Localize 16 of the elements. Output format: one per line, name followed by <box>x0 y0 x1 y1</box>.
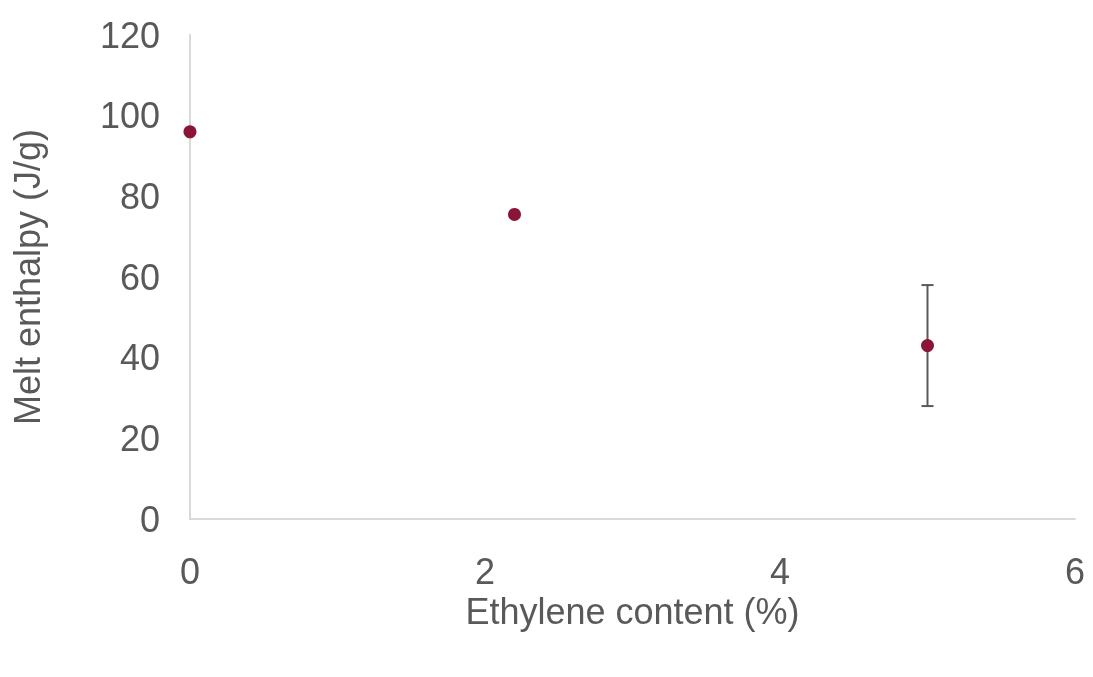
y-tick-label: 100 <box>99 95 160 137</box>
point <box>183 125 197 139</box>
y-axis-title: Melt enthalpy (J/g) <box>6 128 48 426</box>
y-tick-label: 80 <box>119 175 160 217</box>
point <box>508 207 521 221</box>
x-tick-label: 4 <box>769 550 791 592</box>
y-tick-label: 20 <box>119 417 160 459</box>
x-tick-label: 2 <box>474 550 496 592</box>
y-tick-label: 120 <box>99 14 160 56</box>
point <box>921 339 934 353</box>
y-tick-label: 40 <box>119 337 160 379</box>
y-tick-label: 60 <box>119 256 160 298</box>
x-tick-label: 0 <box>179 550 201 592</box>
y-tick-label: 0 <box>139 498 160 540</box>
x-tick-label: 6 <box>1064 550 1086 592</box>
x-axis-title: Ethylene content (%) <box>465 591 800 633</box>
